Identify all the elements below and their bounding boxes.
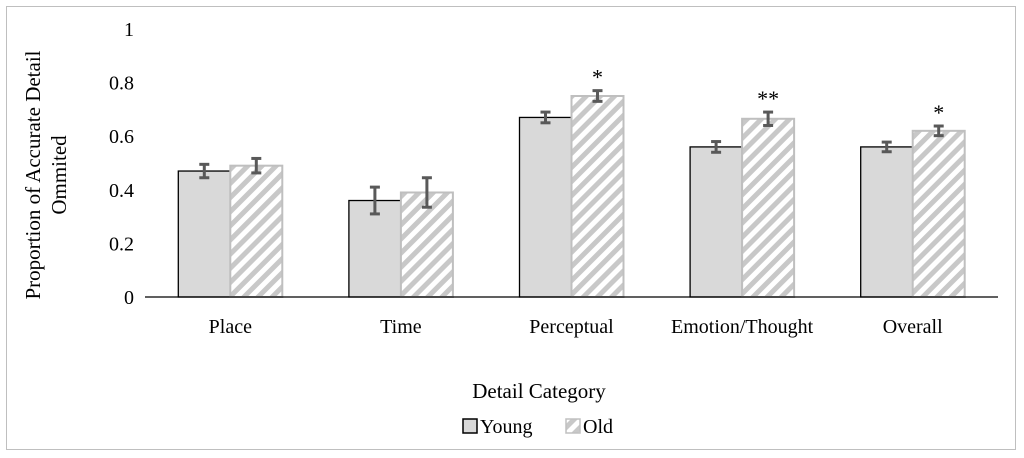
y-axis-label-line-2: Ommited <box>47 135 71 215</box>
error-bar-young <box>881 140 892 154</box>
error-bar-young <box>199 162 210 180</box>
y-tick-label: 0.6 <box>109 126 134 148</box>
bar-young <box>518 116 573 298</box>
legend-swatch-young <box>462 418 478 434</box>
y-tick-label: 0.4 <box>109 180 134 202</box>
y-tick-label: 0.2 <box>109 233 134 255</box>
category-label: Emotion/Thought <box>671 316 814 338</box>
category-label: Place <box>209 316 252 338</box>
bar-old <box>229 164 284 298</box>
x-axis-label: Detail Category <box>472 379 606 403</box>
bar-young <box>860 146 914 298</box>
significance-marker: * <box>933 100 944 125</box>
y-tick-label: 0.8 <box>109 73 134 95</box>
error-bar-old <box>421 176 432 209</box>
bar-old <box>911 129 966 298</box>
chart-frame <box>6 6 1016 450</box>
bar-young <box>177 170 231 298</box>
error-bar-old <box>592 89 603 103</box>
legend-swatch-old <box>565 418 581 434</box>
category-label: Overall <box>883 316 943 338</box>
bar-old <box>570 95 625 298</box>
legend-label-old: Old <box>583 416 613 438</box>
error-bar-old <box>763 110 774 127</box>
category-label: Time <box>380 316 422 338</box>
y-tick-label: 1 <box>124 19 134 41</box>
error-bar-young <box>369 185 380 216</box>
bar-young <box>689 146 743 298</box>
bar-old <box>741 117 796 298</box>
error-bar-young <box>711 140 722 154</box>
legend: Young Old <box>462 416 613 438</box>
y-axis-label-line-1: Proportion of Accurate Detail <box>21 50 45 299</box>
legend-label-young: Young <box>480 416 532 438</box>
significance-marker: * <box>592 65 603 90</box>
error-bar-old <box>933 124 944 138</box>
category-label: Perceptual <box>529 316 614 338</box>
y-tick-label: 0 <box>124 287 134 309</box>
error-bar-young <box>540 110 551 125</box>
significance-marker: ** <box>757 86 779 111</box>
error-bar-old <box>251 156 262 175</box>
